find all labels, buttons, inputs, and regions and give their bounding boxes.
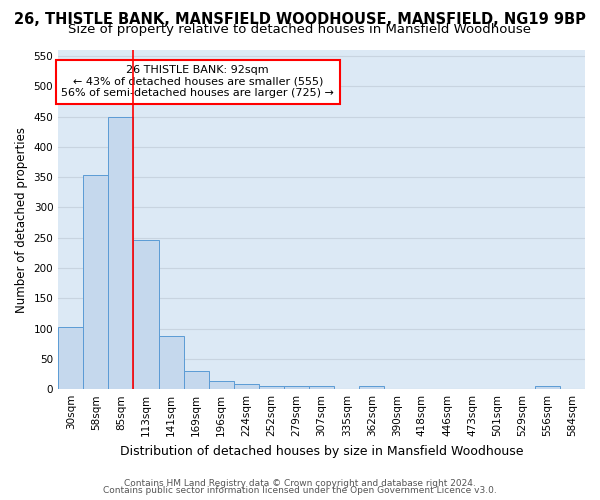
Y-axis label: Number of detached properties: Number of detached properties [15,126,28,312]
Bar [309,386,334,389]
Bar [133,240,158,389]
X-axis label: Distribution of detached houses by size in Mansfield Woodhouse: Distribution of detached houses by size … [120,444,523,458]
Bar [359,386,385,389]
Bar [284,386,309,389]
Bar [109,117,133,389]
Bar [535,386,560,389]
Bar [83,176,109,389]
Text: Size of property relative to detached houses in Mansfield Woodhouse: Size of property relative to detached ho… [68,22,532,36]
Text: 26, THISTLE BANK, MANSFIELD WOODHOUSE, MANSFIELD, NG19 9BP: 26, THISTLE BANK, MANSFIELD WOODHOUSE, M… [14,12,586,26]
Bar [184,371,209,389]
Bar [58,327,83,389]
Bar [209,382,234,389]
Bar [259,386,284,389]
Text: Contains HM Land Registry data © Crown copyright and database right 2024.: Contains HM Land Registry data © Crown c… [124,478,476,488]
Bar [158,336,184,389]
Text: 26 THISTLE BANK: 92sqm
← 43% of detached houses are smaller (555)
56% of semi-de: 26 THISTLE BANK: 92sqm ← 43% of detached… [61,66,334,98]
Text: Contains public sector information licensed under the Open Government Licence v3: Contains public sector information licen… [103,486,497,495]
Bar [234,384,259,389]
